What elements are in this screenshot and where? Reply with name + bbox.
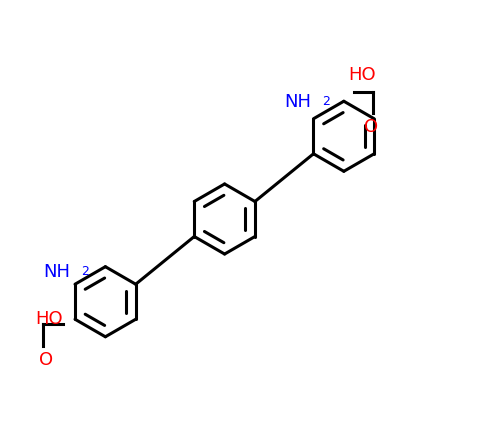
Text: O: O — [39, 351, 53, 369]
Text: 2: 2 — [81, 265, 89, 279]
Text: 2: 2 — [322, 95, 330, 108]
Text: NH: NH — [284, 93, 311, 111]
Text: O: O — [363, 118, 378, 136]
Text: HO: HO — [349, 66, 376, 84]
Text: NH: NH — [43, 263, 70, 281]
Text: HO: HO — [35, 310, 63, 328]
